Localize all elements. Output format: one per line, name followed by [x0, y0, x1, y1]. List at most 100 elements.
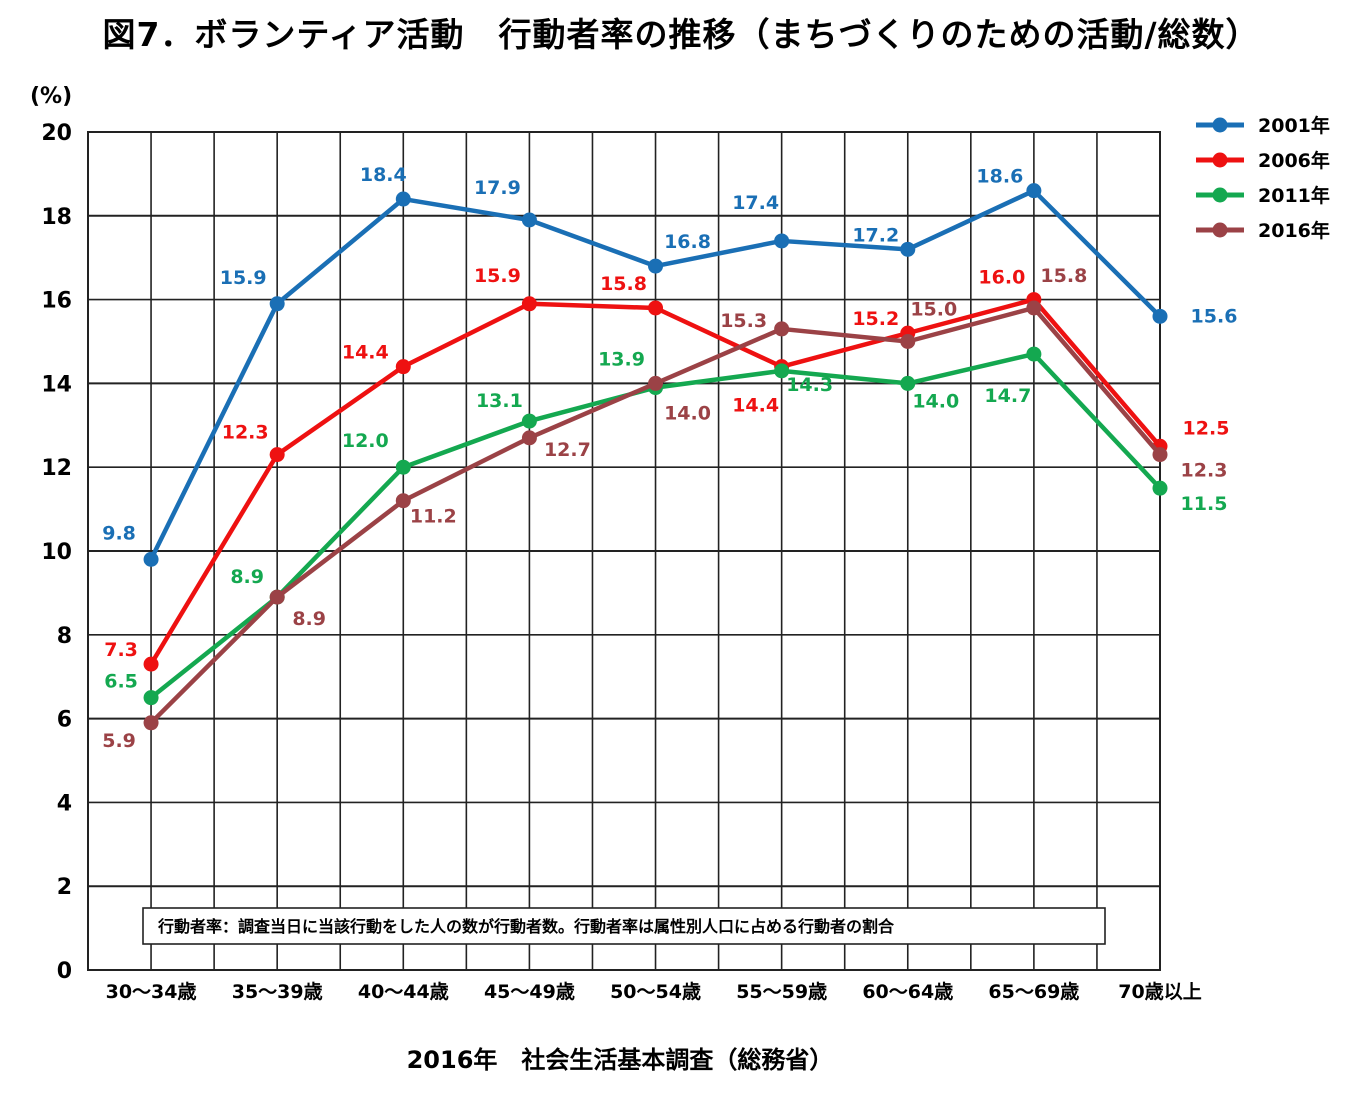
data-point: [1152, 447, 1168, 463]
data-point: [521, 430, 537, 446]
legend-label: 2006年: [1258, 149, 1330, 172]
data-label: 11.2: [410, 506, 457, 528]
y-tick-label: 0: [57, 959, 72, 984]
data-label: 14.7: [984, 385, 1031, 407]
y-tick-label: 14: [41, 372, 72, 397]
x-tick-label: 30～34歳: [106, 981, 197, 1003]
legend-label: 2001年: [1258, 114, 1330, 137]
data-label: 12.5: [1183, 417, 1230, 439]
data-label: 15.0: [910, 299, 957, 321]
data-label: 14.3: [786, 374, 833, 396]
data-point: [395, 493, 411, 509]
data-point: [521, 296, 537, 312]
data-point: [269, 296, 285, 312]
data-label: 14.0: [912, 390, 959, 412]
y-tick-label: 10: [41, 540, 72, 565]
chart-title: 図7．ボランティア活動 行動者率の推移（まちづくりのための活動/総数）: [102, 15, 1260, 54]
data-point: [648, 375, 664, 391]
data-point: [395, 359, 411, 375]
data-point: [143, 715, 159, 731]
data-point: [648, 258, 664, 274]
x-tick-label: 40～44歳: [358, 981, 449, 1003]
data-label: 14.4: [732, 395, 779, 417]
legend-label: 2016年: [1258, 219, 1330, 242]
data-label: 13.1: [476, 390, 523, 412]
x-tick-label: 35～39歳: [232, 981, 323, 1003]
data-point: [1026, 183, 1042, 199]
data-point: [521, 413, 537, 429]
y-tick-label: 18: [41, 205, 72, 230]
data-label: 8.9: [292, 608, 326, 630]
note-box: [142, 907, 1106, 945]
legend-label: 2011年: [1258, 184, 1330, 207]
data-point: [143, 690, 159, 706]
data-label: 12.3: [1181, 460, 1228, 482]
y-tick-label: 20: [41, 121, 72, 146]
legend-marker: [1212, 152, 1228, 168]
y-tick-label: 8: [57, 624, 72, 649]
data-label: 7.3: [104, 639, 138, 661]
plot-area: [87, 131, 1161, 971]
data-point: [395, 191, 411, 207]
data-point: [774, 321, 790, 337]
data-label: 17.2: [852, 224, 899, 246]
data-label: 15.8: [600, 273, 647, 295]
data-point: [269, 447, 285, 463]
data-label: 15.2: [852, 308, 899, 330]
x-tick-label: 60～64歳: [862, 981, 953, 1003]
data-label: 18.4: [360, 164, 407, 186]
legend-marker: [1212, 222, 1228, 238]
data-point: [269, 589, 285, 605]
data-point: [648, 300, 664, 316]
data-label: 14.0: [664, 402, 711, 424]
data-point: [521, 212, 537, 228]
data-point: [395, 459, 411, 475]
source-caption: 2016年 社会生活基本調査（総務省）: [406, 1046, 834, 1074]
data-label: 15.9: [474, 265, 521, 287]
data-point: [900, 334, 916, 349]
data-label: 17.9: [474, 177, 521, 199]
data-point: [1026, 346, 1042, 362]
data-label: 9.8: [102, 522, 136, 544]
x-tick-label: 70歳以上: [1118, 981, 1201, 1003]
data-label: 11.5: [1181, 493, 1228, 515]
data-point: [774, 363, 790, 379]
data-label: 15.9: [220, 267, 267, 289]
x-tick-label: 55～59歳: [736, 981, 827, 1003]
data-point: [1026, 300, 1042, 316]
data-point: [1152, 480, 1168, 496]
data-point: [900, 241, 916, 257]
data-label: 14.4: [342, 342, 389, 364]
data-label: 5.9: [102, 730, 136, 752]
data-point: [143, 551, 159, 567]
data-label: 12.3: [222, 422, 269, 444]
y-tick-label: 16: [41, 289, 72, 314]
data-label: 18.6: [976, 166, 1023, 188]
data-point: [774, 233, 790, 249]
data-label: 15.6: [1191, 305, 1238, 327]
data-label: 8.9: [230, 566, 264, 588]
x-tick-label: 50～54歳: [610, 981, 701, 1003]
note-text: 行動者率：調査当日に当該行動をした人の数が行動者数。行動者率は属性別人口に占める…: [157, 917, 895, 936]
data-label: 17.4: [732, 192, 779, 214]
data-point: [900, 375, 916, 391]
x-tick-label: 45～49歳: [484, 981, 575, 1003]
x-tick-label: 65～69歳: [988, 981, 1079, 1003]
data-label: 12.0: [342, 430, 389, 452]
data-label: 16.0: [978, 267, 1025, 289]
legend-marker: [1212, 187, 1228, 203]
y-axis-label: (%): [30, 84, 72, 109]
data-label: 15.8: [1040, 265, 1087, 287]
data-point: [1152, 308, 1168, 324]
y-tick-label: 2: [57, 875, 72, 900]
y-tick-label: 6: [57, 708, 72, 733]
data-label: 12.7: [544, 439, 591, 461]
y-tick-label: 12: [41, 456, 72, 481]
data-label: 15.3: [720, 310, 767, 332]
data-label: 6.5: [104, 671, 138, 693]
data-label: 16.8: [664, 231, 711, 253]
data-point: [143, 656, 159, 672]
y-tick-label: 4: [57, 791, 72, 816]
data-label: 13.9: [598, 349, 645, 371]
